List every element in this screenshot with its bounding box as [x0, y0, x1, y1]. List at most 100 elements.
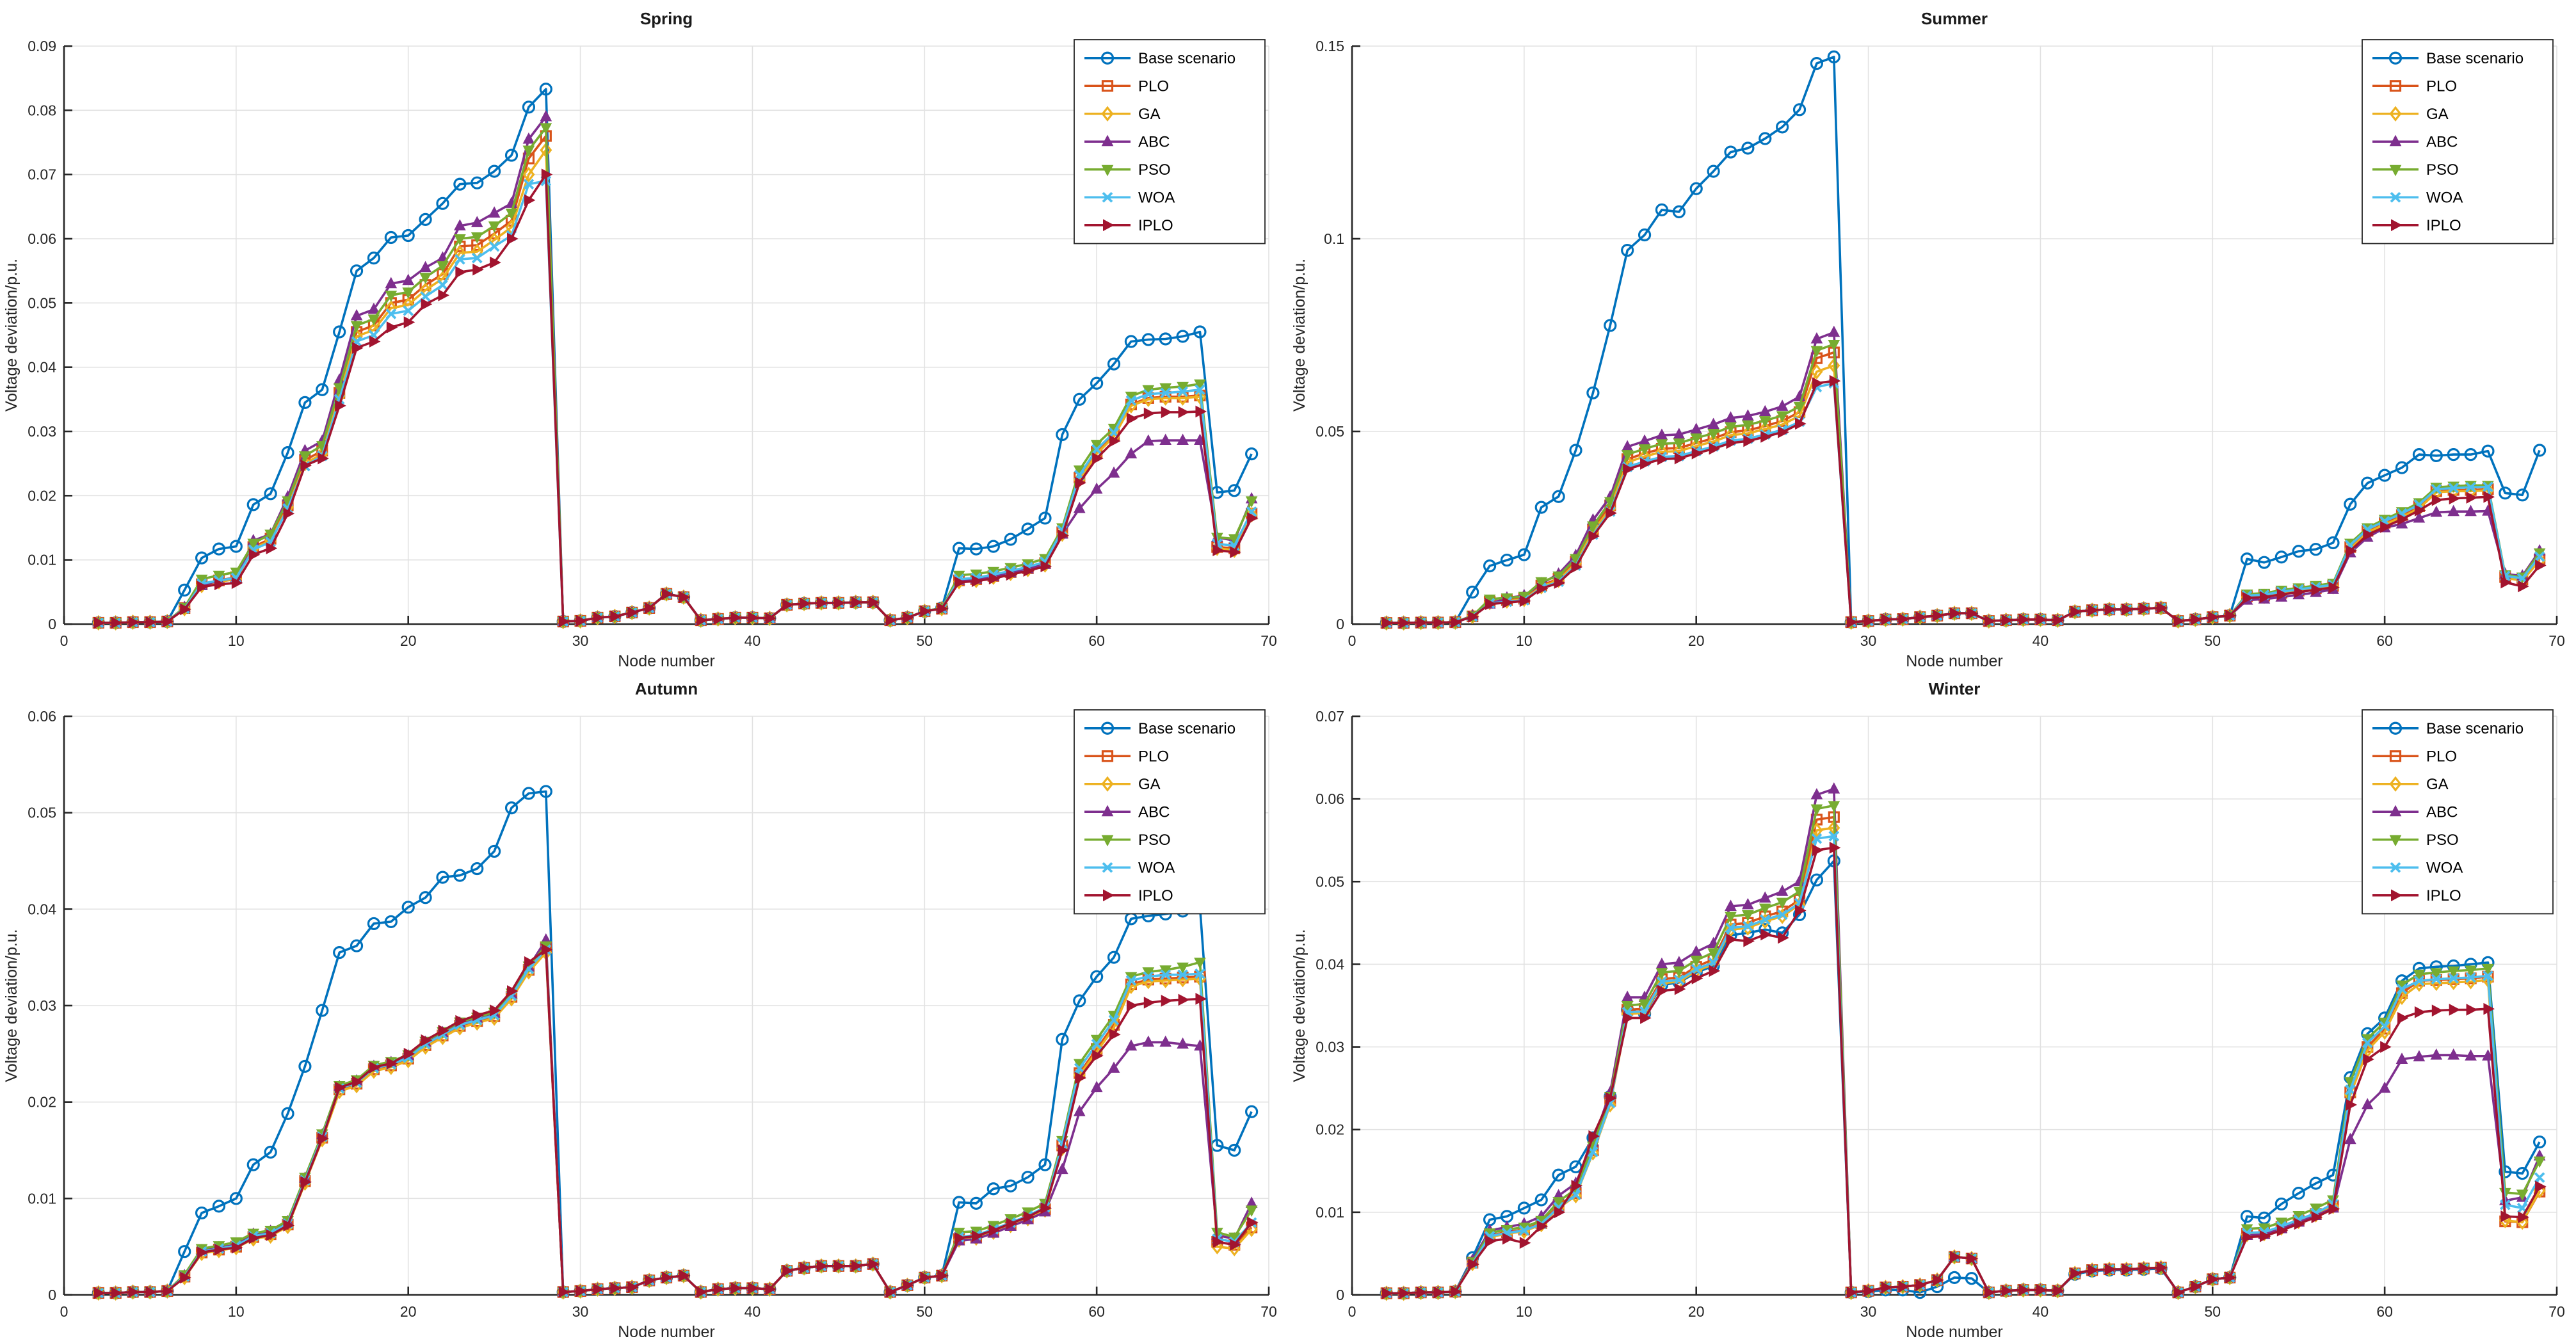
- x-tick-label: 50: [916, 632, 933, 649]
- legend-label: GA: [1138, 776, 1161, 793]
- diamond-marker: [2389, 776, 2402, 792]
- triangle-up-marker: [1759, 405, 1771, 417]
- triangle-right-marker: [903, 1279, 914, 1292]
- circle-marker: [2516, 488, 2529, 502]
- triangle-right-marker: [2535, 1180, 2547, 1193]
- triangle-up-marker: [2378, 1081, 2391, 1093]
- triangle-right-marker: [1212, 1235, 1224, 1248]
- triangle-right-marker: [438, 289, 450, 301]
- diamond-marker: [2389, 106, 2402, 122]
- x-marker: [471, 252, 483, 264]
- legend-item-iplo: IPLO: [1084, 217, 1173, 234]
- triangle-down-marker: [2430, 968, 2443, 979]
- circle-marker: [1707, 165, 1720, 178]
- triangle-right-marker: [1451, 1285, 1462, 1298]
- circle-marker: [539, 83, 552, 96]
- series-iplo: [93, 168, 1259, 629]
- circle-marker: [1810, 873, 1824, 887]
- legend-item-pso: PSO: [2372, 161, 2459, 179]
- legend-item-plo: PLO: [1084, 77, 1169, 95]
- circle-marker: [504, 801, 519, 815]
- triangle-right-marker: [1571, 561, 1583, 574]
- triangle-down-marker: [2447, 966, 2460, 978]
- legend-label: WOA: [2426, 859, 2463, 876]
- triangle-down-marker: [1655, 968, 1668, 979]
- circle-marker: [1004, 533, 1017, 546]
- triangle-down-marker: [1759, 416, 1771, 428]
- chart-panel-spring: 0 0.01 0.02 0.03 0.04 0.05 0.06 0.07 0.08 0.09 0 10…: [0, 0, 1288, 670]
- plot-winter: 0 0.01 0.02 0.03 0.04 0.05 0.06 0.07 0 10 20 30 40 50…: [1291, 679, 2565, 1341]
- triangle-up-marker: [1125, 1039, 1138, 1051]
- circle-marker: [453, 869, 467, 882]
- circle-marker: [1534, 1193, 1548, 1207]
- x-tick-label: 30: [1860, 632, 1877, 649]
- series-line: [1386, 846, 2541, 1295]
- legend-label: Base scenario: [1138, 50, 1236, 67]
- triangle-right-marker: [490, 256, 501, 269]
- triangle-up-marker: [1142, 434, 1155, 446]
- circle-marker: [1621, 243, 1634, 257]
- y-tick-label: 0: [48, 1287, 56, 1303]
- triangle-right-marker: [610, 1282, 622, 1294]
- triangle-right-marker: [1898, 613, 1910, 625]
- circle-marker: [281, 1107, 294, 1120]
- x-tick-label: 40: [745, 1303, 761, 1320]
- x-marker: [488, 241, 500, 252]
- circle-marker: [178, 1245, 191, 1258]
- chart-winter: 0 0.01 0.02 0.03 0.04 0.05 0.06 0.07 0 10 20 30 40 50…: [1291, 679, 2565, 1341]
- series-iplo: [1381, 842, 2547, 1299]
- y-axis-label: Voltage deviation/p.u.: [3, 259, 20, 412]
- triangle-down-marker: [1810, 804, 1823, 816]
- y-tick-label: 0.01: [28, 1190, 56, 1207]
- x-marker: [1776, 909, 1788, 920]
- circle-marker: [298, 1059, 312, 1073]
- x-marker: [1725, 922, 1736, 933]
- triangle-down-marker: [1655, 439, 1668, 451]
- triangle-right-marker: [1554, 577, 1566, 589]
- circle-marker: [333, 946, 346, 960]
- legend-item-plo: PLO: [2372, 77, 2457, 95]
- triangle-down-marker: [1245, 496, 1258, 508]
- circle-marker: [522, 787, 536, 800]
- legend-label: PLO: [2426, 77, 2457, 95]
- triangle-up-marker: [2447, 1048, 2460, 1060]
- triangle-right-marker: [662, 588, 673, 600]
- triangle-up-marker: [2430, 505, 2443, 517]
- y-tick-label: 0.08: [28, 102, 56, 118]
- legend-item-ga: GA: [1084, 106, 1161, 123]
- triangle-down-marker: [1638, 444, 1651, 456]
- x-tick-label: 40: [2033, 1303, 2049, 1320]
- circle-marker: [488, 165, 501, 178]
- circle-marker: [969, 1196, 983, 1210]
- triangle-right-marker: [1640, 1012, 1652, 1024]
- triangle-right-marker: [1950, 1251, 1961, 1263]
- triangle-right-marker: [2346, 545, 2357, 557]
- triangle-right-marker: [2431, 1004, 2443, 1017]
- y-tick-label: 0.05: [1316, 423, 1344, 440]
- circle-marker: [2533, 1135, 2547, 1149]
- triangle-right-marker: [2518, 1211, 2529, 1223]
- triangle-up-marker: [2361, 1098, 2374, 1109]
- x-marker: [1074, 1063, 1085, 1074]
- circle-marker: [1176, 330, 1189, 343]
- triangle-right-marker: [2036, 613, 2047, 626]
- triangle-down-marker: [540, 123, 552, 134]
- triangle-right-marker: [1109, 1028, 1121, 1041]
- circle-marker: [212, 542, 226, 556]
- triangle-right-marker: [971, 1230, 983, 1242]
- y-tick-label: 0.15: [1316, 38, 1344, 54]
- legend-item-pso: PSO: [1084, 161, 1171, 179]
- circle-marker: [1090, 376, 1104, 390]
- triangle-right-marker: [2139, 1262, 2151, 1275]
- y-tick-label: 0.02: [28, 487, 56, 504]
- triangle-right-marker: [2225, 609, 2237, 622]
- triangle-right-marker: [1881, 1281, 1893, 1294]
- triangle-right-marker: [541, 944, 553, 956]
- legend-item-woa: WOA: [2372, 859, 2463, 876]
- triangle-down-marker: [2389, 165, 2402, 177]
- triangle-up-marker: [1759, 891, 1771, 903]
- circle-marker: [264, 1145, 277, 1159]
- triangle-right-marker: [2139, 602, 2151, 615]
- x-marker: [2362, 1037, 2373, 1048]
- chart-title: Autumn: [635, 679, 698, 698]
